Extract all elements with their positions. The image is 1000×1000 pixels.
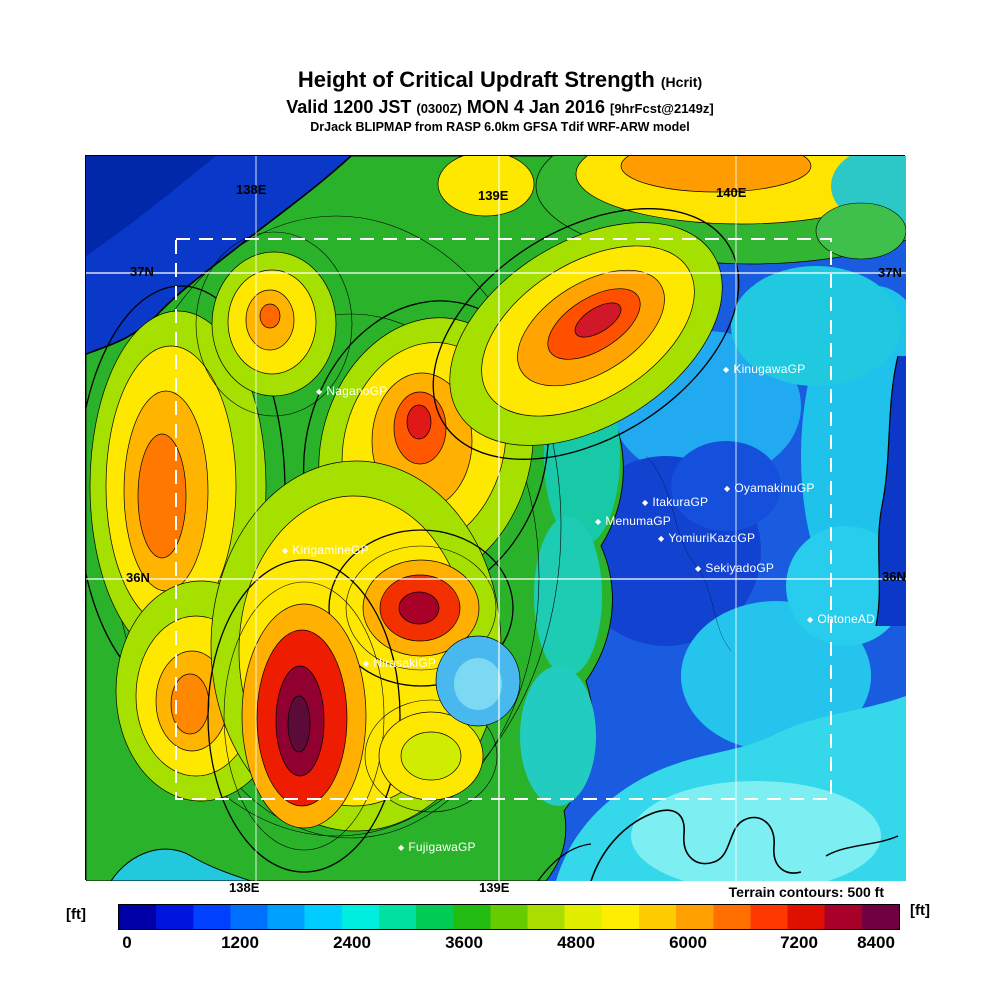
lat-label-left-37n: 37N [130, 264, 154, 279]
colorbar [118, 904, 900, 930]
site-label: OhtoneAD [817, 612, 875, 626]
site-marker-naganogp: ◆ NaganoGP [316, 384, 387, 398]
colorbar-unit-right: [ft] [910, 902, 930, 919]
site-diamond-icon: ◆ [642, 498, 649, 507]
site-marker-kinugawagp: ◆ KinugawaGP [723, 362, 805, 376]
valid-zulu: (0300Z) [416, 100, 462, 116]
header: Height of Critical Updraft Strength (Hcr… [0, 66, 1000, 136]
site-marker-fujigawagp: ◆ FujigawaGP [398, 840, 476, 854]
colorbar-tick-0: 0 [122, 933, 132, 952]
site-diamond-icon: ◆ [658, 534, 665, 543]
title-text: Height of Critical Updraft Strength [297, 67, 655, 92]
valid-fcst: [9hrFcst@2149z] [610, 100, 714, 116]
colorbar-tick-2400: 2400 [333, 933, 371, 952]
lat-label-right-36n: 36N [882, 569, 906, 584]
valid-time-line: Valid 1200 JST (0300Z) MON 4 Jan 2016 [9… [0, 96, 1000, 119]
colorbar-tick-7200: 7200 [780, 933, 818, 952]
site-diamond-icon: ◆ [723, 365, 730, 374]
site-diamond-icon: ◆ [695, 564, 702, 573]
colorbar-tick-1200: 1200 [221, 933, 259, 952]
title-suffix: (Hcrit) [660, 74, 703, 90]
lat-label-right-37n: 37N [878, 265, 902, 280]
site-label: KinugawaGP [733, 362, 806, 376]
site-diamond-icon: ◆ [316, 387, 323, 396]
site-diamond-icon: ◆ [282, 546, 289, 555]
site-marker-nirasakigp: ◆ NirasakiGP [363, 656, 436, 670]
lon-label-bottom-138e: 138E [229, 880, 260, 895]
valid-prefix: Valid 1200 JST [286, 96, 412, 117]
site-label: FujigawaGP [408, 840, 476, 854]
site-label: KirigamineGP [292, 543, 369, 557]
model-domain-boundary [175, 238, 832, 800]
colorbar-tick-3600: 3600 [445, 933, 483, 952]
lon-label-top-140e: 140E [716, 185, 747, 200]
site-marker-ohtonead: ◆ OhtoneAD [807, 612, 875, 626]
site-marker-sekiyadogp: ◆ SekiyadoGP [695, 561, 774, 575]
site-label: SekiyadoGP [705, 561, 775, 575]
site-label: NirasakiGP [373, 656, 437, 670]
site-marker-oyamakinugp: ◆ OyamakinuGP [724, 481, 815, 495]
site-label: ItakuraGP [652, 495, 709, 509]
lon-label-top-139e: 139E [478, 188, 509, 203]
site-marker-yomiurikazogp: ◆ YomiuriKazoGP [658, 531, 755, 545]
lon-label-top-138e: 138E [236, 182, 267, 197]
site-diamond-icon: ◆ [363, 659, 370, 668]
site-diamond-icon: ◆ [724, 484, 731, 493]
terrain-contours-note: Terrain contours: 500 ft [728, 884, 884, 900]
model-info-line: DrJack BLIPMAP from RASP 6.0km GFSA Tdif… [310, 120, 690, 134]
page-title: Height of Critical Updraft Strength (Hcr… [0, 66, 1000, 94]
terrain-map-svg [86, 156, 906, 881]
colorbar-unit-left: [ft] [66, 906, 86, 923]
lon-label-bottom-139e: 139E [479, 880, 510, 895]
colorbar-tick-8400: 8400 [857, 933, 895, 952]
site-label: NaganoGP [326, 384, 388, 398]
site-diamond-icon: ◆ [807, 615, 814, 624]
valid-date: MON 4 Jan 2016 [466, 96, 605, 117]
site-label: OyamakinuGP [734, 481, 815, 495]
lat-label-left-36n: 36N [126, 570, 150, 585]
colorbar-tick-6000: 6000 [669, 933, 707, 952]
site-marker-menumagp: ◆ MenumaGP [595, 514, 671, 528]
site-marker-itakuragp: ◆ ItakuraGP [642, 495, 708, 509]
colorbar-tick-4800: 4800 [557, 933, 595, 952]
forecast-map: 138E 139E 140E 37N 37N 36N 36N 138E 139E… [85, 155, 906, 895]
site-diamond-icon: ◆ [398, 843, 405, 852]
site-label: MenumaGP [605, 514, 671, 528]
site-marker-kirigaminegp: ◆ KirigamineGP [282, 543, 369, 557]
site-diamond-icon: ◆ [595, 517, 602, 526]
site-label: YomiuriKazoGP [668, 531, 756, 545]
